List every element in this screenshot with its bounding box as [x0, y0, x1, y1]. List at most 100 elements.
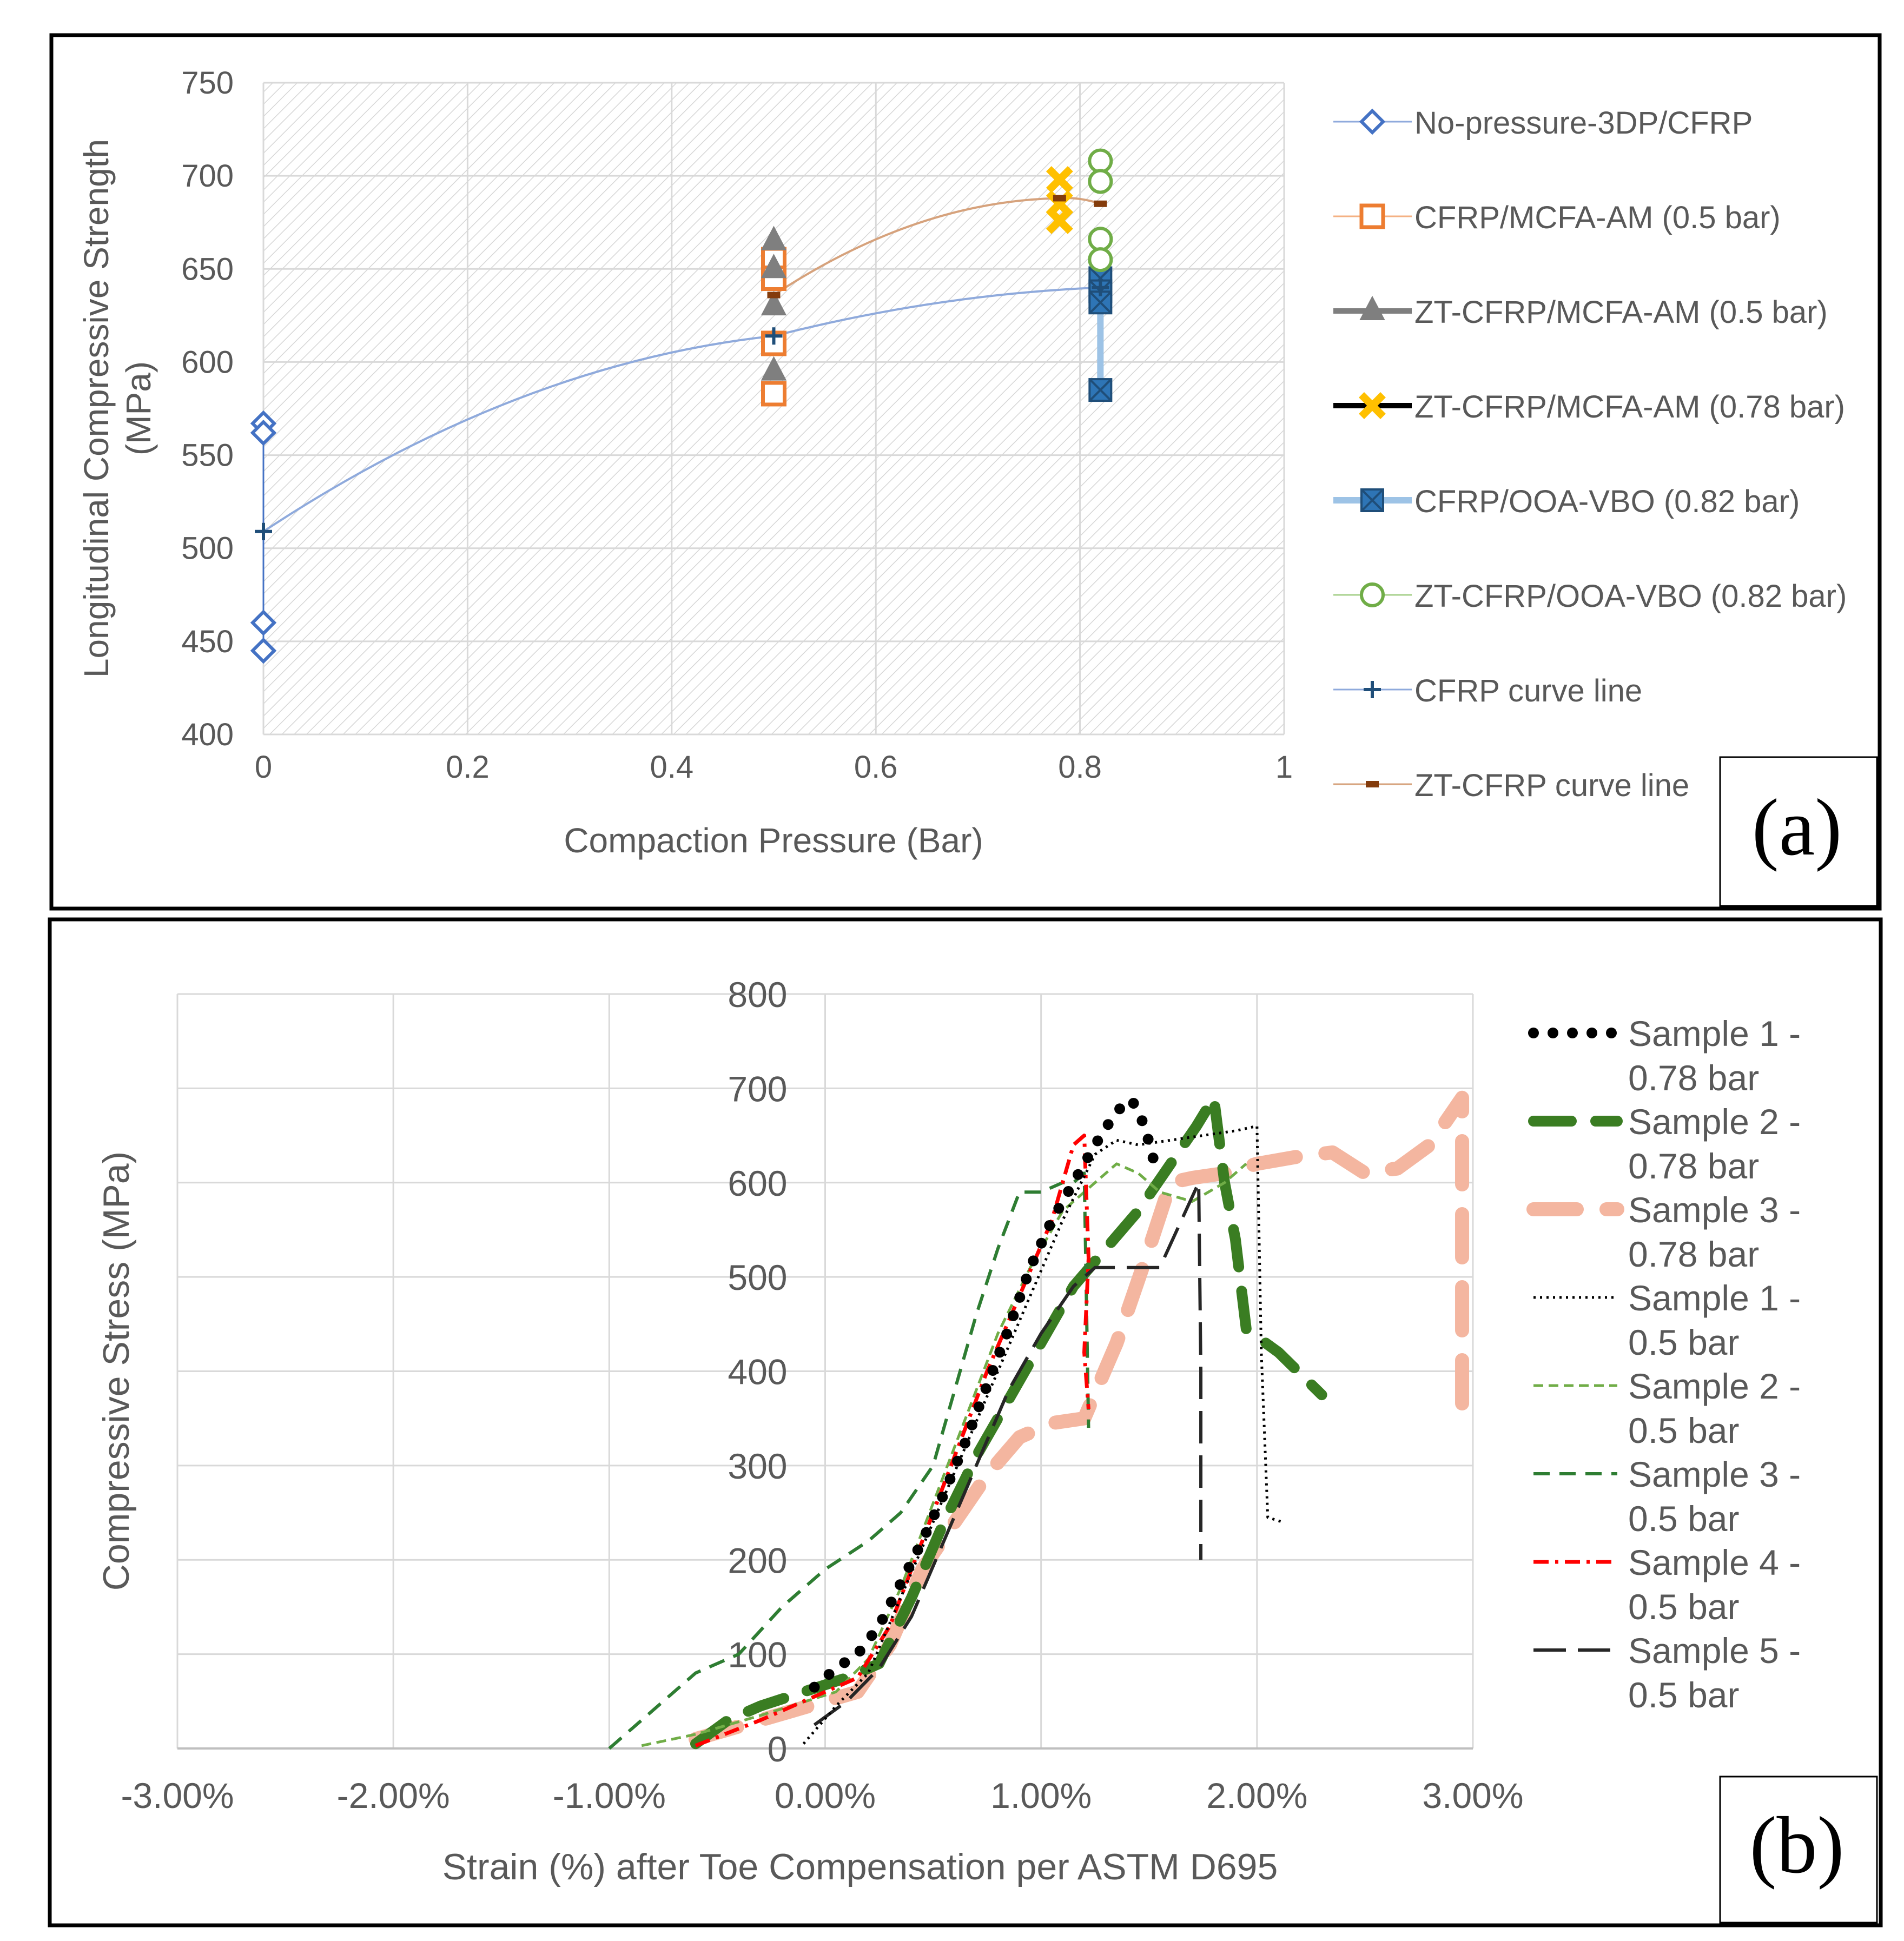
panel-a-legend-swatch-marker — [1366, 781, 1379, 787]
panel-a-legend-swatch-marker — [1359, 295, 1385, 320]
panel-a-curve-cfrp — [262, 286, 1101, 533]
panel-a-plot-area — [263, 83, 1284, 734]
panel-a-y-tick-label: 400 — [181, 717, 234, 752]
panel-b-legend-item: Sample 2 -0.5 bar — [1533, 1366, 1801, 1450]
panel-b-series-line-1 — [690, 1092, 1327, 1750]
panel-b-legend-label: Sample 4 -0.5 bar — [1628, 1542, 1801, 1627]
panel-a-y-axis-label-line-2: (MPa) — [119, 361, 158, 455]
panel-a-y-tick-label: 450 — [181, 624, 234, 659]
panel-a-point — [1088, 169, 1113, 194]
panel-a-y-tick-label: 650 — [181, 251, 234, 287]
panel-b-x-tick-label: 1.00% — [990, 1776, 1092, 1816]
panel-a-series-3 — [1046, 166, 1073, 234]
panel-b-tag: (b) — [1750, 1800, 1844, 1890]
panel-a-legend-swatch-marker — [1360, 582, 1385, 607]
panel-b-legend-label: Sample 3 -0.78 bar — [1628, 1190, 1801, 1274]
panel-b-frame — [48, 917, 1883, 1927]
panel-b-legend-label: Sample 3 -0.5 bar — [1628, 1454, 1801, 1539]
panel-a-legend: No-pressure-3DP/CFRP CFRP/MCFA-AM (0.5 ba… — [1333, 105, 1847, 803]
panel-b-legend-label: Sample 1 -0.78 bar — [1628, 1013, 1801, 1098]
panel-a-point — [1092, 279, 1109, 296]
panel-b-x-axis-label: Strain (%) after Toe Compensation per AS… — [442, 1846, 1278, 1887]
panel-a-x-tick-label: 1 — [1275, 750, 1293, 785]
panel-b-legend-item: Sample 3 -0.5 bar — [1533, 1454, 1801, 1539]
panel-a-x-tick-label: 0.4 — [650, 750, 693, 785]
panel-a-legend-swatch-marker — [1359, 108, 1386, 135]
panel-b-legend-item: Sample 3 -0.78 bar — [1526, 1190, 1801, 1274]
panel-b-y-tick-label: 300 — [728, 1446, 787, 1486]
panel-a-legend-item: ZT-CFRP/OOA-VBO (0.82 bar) — [1333, 579, 1847, 614]
panel-a-point — [250, 420, 277, 446]
panel-a-y-tick-label: 750 — [181, 65, 234, 101]
panel-b-y-tick-label: 700 — [728, 1069, 787, 1109]
panel-a-legend-label: CFRP/MCFA-AM (0.5 bar) — [1414, 200, 1781, 235]
panel-a-y-axis-label-line-1: Longitudinal Compressive Strength — [77, 139, 116, 678]
panel-a-point — [765, 327, 783, 345]
panel-a-point — [250, 637, 277, 664]
panel-a-point — [761, 290, 787, 316]
panel-a-legend-item: CFRP/MCFA-AM (0.5 bar) — [1333, 200, 1781, 235]
panel-b-legend-item: Sample 4 -0.5 bar — [1533, 1542, 1801, 1627]
panel-a-y-tick-label: 700 — [181, 158, 234, 194]
panel-a-series-5 — [1088, 148, 1113, 273]
panel-a-y-tick-label: 500 — [181, 531, 234, 566]
panel-a-point — [1046, 166, 1073, 193]
panel-a-x-tick-label: 0.8 — [1058, 750, 1102, 785]
panel-b-series-line-4 — [641, 1162, 1247, 1747]
panel-a-legend-label: CFRP/OOA-VBO (0.82 bar) — [1414, 484, 1800, 519]
panel-a-tag-box — [1719, 756, 1878, 907]
panel-a-legend-swatch-marker — [1359, 203, 1385, 229]
panel-a-frame — [49, 33, 1882, 911]
panel-a-point-cross — [1088, 290, 1112, 314]
panel-a-legend-swatch-marker — [1359, 392, 1386, 419]
panel-a-legend-label: ZT-CFRP/MCFA-AM (0.78 bar) — [1414, 389, 1845, 425]
panel-a-legend-item: ZT-CFRP/MCFA-AM (0.5 bar) — [1333, 295, 1828, 330]
panel-b-y-tick-label: 0 — [768, 1729, 788, 1769]
panel-b-y-tick-label: 200 — [728, 1540, 787, 1580]
panel-a-legend-item: No-pressure-3DP/CFRP — [1333, 105, 1753, 141]
panel-a-series-6 — [255, 279, 1109, 540]
panel-b-y-tick-label: 500 — [728, 1257, 787, 1297]
panel-b-x-tick-label: -2.00% — [337, 1776, 450, 1816]
panel-a-point — [767, 292, 781, 299]
panel-b-y-tick-label: 400 — [728, 1352, 787, 1392]
panel-a-legend-label: ZT-CFRP curve line — [1414, 768, 1689, 803]
panel-a-y-tick-label: 550 — [181, 438, 234, 473]
panel-a-series-0 — [250, 410, 277, 664]
panel-b-x-tick-label: 0.00% — [775, 1776, 876, 1816]
panel-a-x-tick-label: 0 — [255, 750, 272, 785]
panel-b-series-line-3 — [802, 1124, 1284, 1745]
panel-a-series — [250, 148, 1113, 664]
panel-b-x-tick-label: 3.00% — [1422, 1776, 1523, 1816]
panel-b-legend-label: Sample 2 -0.5 bar — [1628, 1366, 1801, 1450]
panel-b-series — [608, 1090, 1470, 1750]
panel-a-y-tick-label: 600 — [181, 345, 234, 380]
panel-b-legend-label: Sample 1 -0.5 bar — [1628, 1278, 1801, 1362]
panel-a-x-ticks: 0 0.2 0.4 0.6 0.8 1 — [255, 750, 1293, 785]
panel-b-x-tick-label: -1.00% — [553, 1776, 666, 1816]
panel-b-legend-item: Sample 5 -0.5 bar — [1533, 1631, 1801, 1715]
panel-a-legend-item: CFRP curve line — [1333, 673, 1642, 708]
panel-a-legend-item: ZT-CFRP curve line — [1333, 768, 1689, 803]
panel-a-point — [250, 610, 277, 636]
panel-a-point — [1046, 207, 1073, 234]
panel-a-tag: (a) — [1752, 783, 1842, 872]
panel-a-point — [1088, 227, 1113, 252]
panel-b: -3.00% -2.00% -1.00% 0.00% 1.00% 2.00% 3.00% 0… — [48, 917, 1883, 1927]
panel-b-gridlines — [176, 993, 1474, 1750]
panel-b-legend-label: Sample 5 -0.5 bar — [1628, 1631, 1801, 1715]
panel-b-series-line-7 — [813, 1181, 1203, 1726]
panel-a-point — [1094, 200, 1107, 207]
panel-a-curve-zt-cfrp — [773, 197, 1101, 296]
panel-a-x-tick-label: 0.6 — [854, 750, 898, 785]
panel-b-tag-box — [1719, 1776, 1878, 1924]
panel-a-legend-item: CFRP/OOA-VBO (0.82 bar) — [1333, 484, 1800, 519]
panel-a-point — [1088, 247, 1113, 273]
panel-a-legend-item: ZT-CFRP/MCFA-AM (0.78 bar) — [1333, 389, 1845, 425]
panel-b-x-tick-label: -3.00% — [121, 1776, 234, 1816]
panel-a-point — [255, 522, 272, 540]
panel-a-x-axis-label: Compaction Pressure (Bar) — [564, 821, 983, 860]
